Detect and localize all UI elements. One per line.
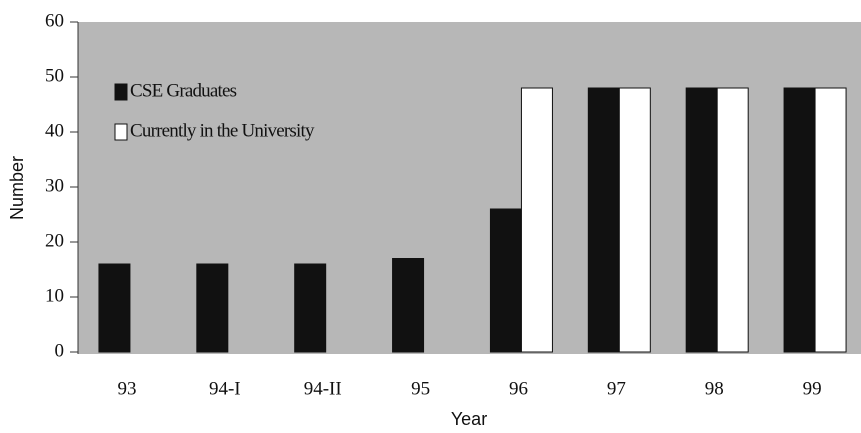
legend-swatch — [114, 123, 128, 141]
bar — [783, 87, 816, 353]
bar — [520, 87, 553, 353]
legend-box — [110, 70, 360, 175]
bar — [392, 258, 425, 353]
bar — [196, 263, 229, 353]
bar — [618, 87, 651, 353]
y-axis-title: Number — [7, 156, 27, 220]
legend-label: Currently in the University — [130, 120, 315, 141]
legend-label: CSE Graduates — [130, 80, 237, 101]
y-tick-label: 20 — [45, 230, 64, 251]
y-tick-label: 60 — [45, 10, 64, 31]
y-tick-label: 10 — [45, 285, 64, 306]
x-tick-label: 94-II — [304, 378, 342, 399]
bar — [685, 87, 718, 353]
x-tick-label: 97 — [607, 378, 626, 399]
x-tick-label: 94-I — [209, 378, 241, 399]
x-axis-title: Year — [451, 409, 487, 429]
y-tick-label: 50 — [45, 65, 64, 86]
x-tick-label: 98 — [705, 378, 724, 399]
bar — [294, 263, 327, 353]
bar — [98, 263, 131, 353]
bar — [489, 208, 522, 353]
bar — [814, 87, 847, 353]
bar — [716, 87, 749, 353]
x-tick-label: 95 — [411, 378, 430, 399]
x-tick-label: 93 — [117, 378, 136, 399]
y-tick-label: 0 — [55, 340, 65, 361]
y-tick-label: 40 — [45, 120, 64, 141]
bar — [587, 87, 620, 353]
legend-swatch — [114, 83, 128, 101]
y-tick-label: 30 — [45, 175, 64, 196]
x-tick-label: 99 — [803, 378, 822, 399]
x-tick-label: 96 — [509, 378, 528, 399]
